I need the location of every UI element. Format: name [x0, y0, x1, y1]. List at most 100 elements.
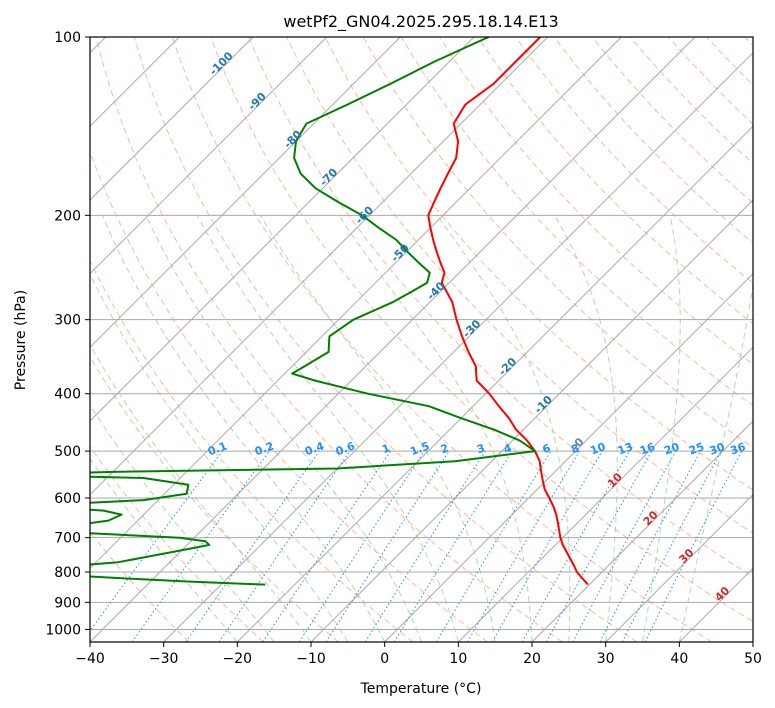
dewpoint-profile-line [90, 37, 536, 586]
moist-adiabat-line [338, 215, 533, 642]
dry-adiabat-line [515, 37, 753, 284]
mixing-ratio-line [298, 450, 425, 642]
dry-adiabat-line [324, 37, 753, 491]
dry-adiabat-line [171, 37, 712, 642]
dry-adiabat-line [210, 37, 753, 623]
mixing-ratio-label: 30 [708, 440, 727, 458]
mixing-ratio-label: 36 [728, 440, 747, 458]
isotherm-line [531, 420, 753, 642]
isotherm-line [90, 37, 475, 422]
mixing-ratio-label: 0.6 [334, 439, 357, 458]
mixing-ratio-line [545, 450, 653, 642]
isotherm-line [457, 346, 753, 642]
dry-adiabats [90, 37, 753, 642]
temperature-profile-line [427, 37, 589, 586]
isotherm-line [90, 37, 401, 349]
isotherm-line [90, 37, 622, 570]
x-tick-label: −10 [296, 651, 326, 667]
y-axis-ticks: 100 200 300 400 500 600 700 800 900 1000 [45, 30, 90, 638]
y-tick-label: 900 [54, 595, 81, 611]
mixing-ratio-label: 0.1 [206, 439, 229, 458]
y-tick-label: 300 [54, 313, 81, 329]
mixing-ratio-line [185, 450, 320, 642]
mixing-ratio-line [131, 450, 270, 642]
mixing-ratio-label: 6 [541, 441, 553, 456]
moist-adiabat-line [436, 215, 571, 642]
mixing-ratio-label: 2 [439, 441, 451, 456]
x-tick-label: −30 [149, 651, 179, 667]
isobars [90, 37, 753, 630]
isotherm-line [605, 493, 753, 642]
plot-area: -100-90-80-70-60-50-40-30-20-10010203040… [90, 37, 753, 642]
mixing-ratio-line [393, 450, 513, 642]
mixing-ratio-line [218, 450, 351, 642]
y-tick-label: 700 [54, 531, 81, 547]
mixing-ratio-line [262, 450, 392, 642]
isotherm-line [384, 272, 753, 642]
x-tick-label: 20 [523, 651, 541, 667]
x-tick-label: −40 [75, 651, 105, 667]
plot-frame [89, 36, 754, 643]
isotherm-line [90, 37, 549, 496]
mixing-ratio-line [572, 450, 677, 642]
moist-adiabat-line [642, 215, 681, 642]
dry-adiabat-line [90, 356, 339, 642]
x-tick-label: 50 [744, 651, 762, 667]
y-tick-label: 400 [54, 387, 81, 403]
mixing-ratio-lines [90, 450, 743, 642]
mixing-ratio-label: 0.4 [303, 439, 326, 458]
dry-adiabat-line [90, 259, 414, 642]
x-tick-label: −20 [223, 651, 253, 667]
moist-adiabat-line [196, 215, 459, 642]
moist-adiabat-line [678, 281, 753, 642]
dry-adiabat-line [248, 37, 753, 578]
y-tick-label: 1000 [45, 622, 81, 638]
mixing-ratio-label: 13 [616, 440, 635, 457]
chart-title: wetPf2_GN04.2025.295.18.14.E13 [283, 12, 558, 32]
y-tick-label: 100 [54, 30, 81, 46]
moist-adiabat-line [101, 215, 386, 642]
mixing-ratio-label: 4 [502, 441, 514, 456]
moist-adiabat-line [90, 343, 312, 642]
profile-series [90, 37, 589, 586]
mixing-ratio-line [644, 450, 743, 642]
isotherm-line [236, 125, 753, 642]
mixing-ratio-line [90, 450, 223, 632]
isotherms [90, 37, 753, 642]
mixing-ratio-line [521, 450, 630, 642]
dry-adiabat-line [133, 37, 638, 642]
isotherm-line [90, 37, 254, 201]
moist-adiabat-line [259, 215, 496, 642]
mixing-ratio-label: 0.2 [253, 439, 276, 458]
mixing-ratio-label: 1 [380, 441, 392, 456]
isotherm-line [310, 199, 753, 642]
isotherm-line [163, 51, 753, 642]
moist-adiabat-line [554, 215, 618, 642]
moist-adiabat-line [90, 457, 238, 642]
mixing-ratio-labels: 0.1 0.2 0.4 0.6 1 1.5 2 3 4 6 8 10 13 16 20 25 30 36 [206, 439, 748, 458]
mixing-ratio-label: 3 [475, 442, 487, 457]
isotherm-line [90, 37, 328, 275]
isotherm-line [90, 37, 696, 642]
mixing-ratio-label: 10 [589, 440, 608, 458]
mixing-ratio-label: 8 [569, 442, 581, 457]
moist-adiabat-line [90, 404, 275, 642]
y-tick-label: 200 [54, 208, 81, 224]
x-axis-ticks: −40 −30 −20 −10 0 10 20 30 40 50 [75, 642, 762, 667]
x-tick-label: 0 [380, 651, 389, 667]
plot-background [90, 37, 753, 642]
mixing-ratio-label: 1.5 [408, 439, 431, 458]
dry-adiabat-line [90, 445, 264, 642]
mixing-ratio-label: 20 [662, 440, 681, 458]
x-tick-label: 30 [597, 651, 615, 667]
mixing-ratio-label: 16 [638, 440, 657, 458]
y-tick-label: 800 [54, 565, 81, 581]
x-tick-label: 10 [449, 651, 467, 667]
mixing-ratio-line [325, 450, 450, 642]
mixing-ratio-label: 25 [687, 440, 706, 457]
y-axis-title: Pressure (hPa) [13, 290, 29, 390]
y-tick-label: 600 [54, 491, 81, 507]
x-axis-title: Temperature (°C) [360, 681, 482, 697]
dry-adiabat-line [95, 37, 563, 642]
